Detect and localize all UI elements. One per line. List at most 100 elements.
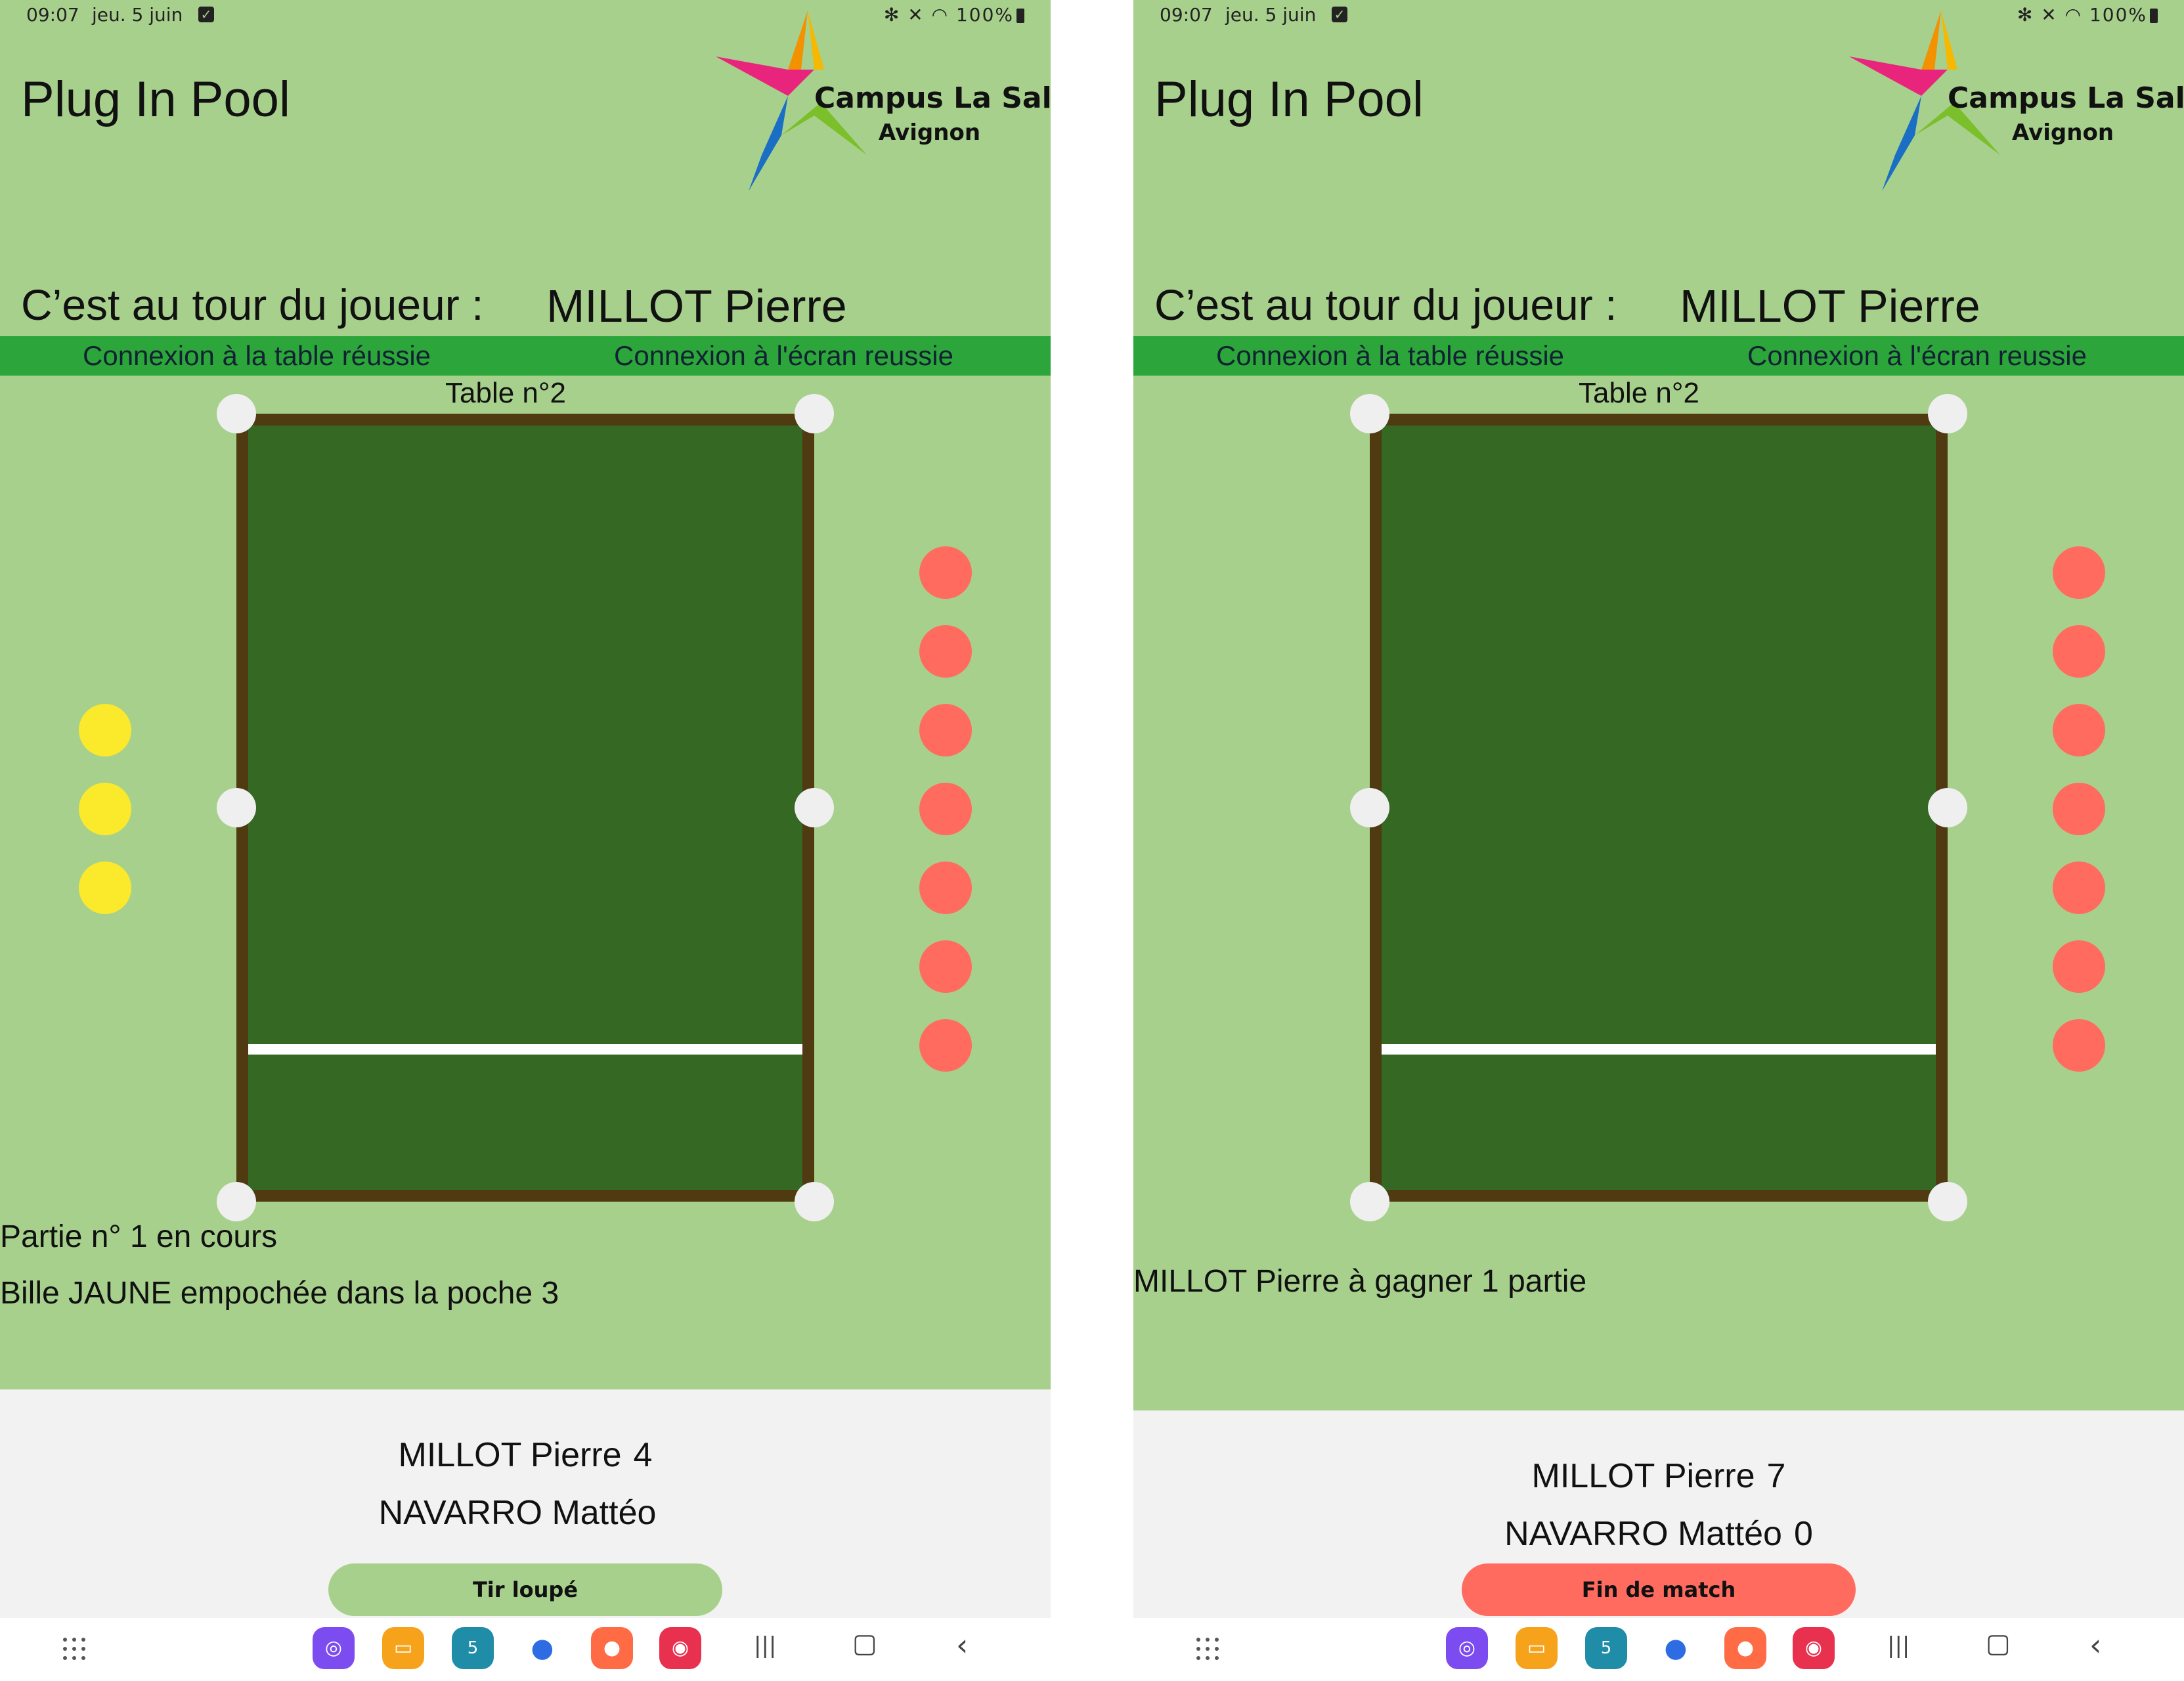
home-icon[interactable]: ▢ [1986, 1628, 2011, 1659]
recents-icon[interactable]: ||| [754, 1632, 777, 1659]
logo-line2: Avignon [2012, 120, 2114, 146]
pocket-3-icon [1350, 788, 1389, 827]
connection-status-bar: Connexion à la table réussie Connexion à… [0, 336, 1051, 376]
messages-icon[interactable]: ● [521, 1627, 563, 1669]
logo-line1: Campus La Salle [1948, 81, 2184, 115]
pocket-5-icon [217, 1182, 256, 1221]
camera-icon[interactable]: ◉ [1793, 1627, 1835, 1669]
pocket-6-icon [795, 1182, 834, 1221]
tablet-screen-left: 09:07 jeu. 5 juin ✓ ✻ ✕ ◠ 100% Plug In P… [0, 0, 1051, 1681]
android-nav-bar: ◎ ▭ 5 ● ● ◉ ||| ▢ ‹ [0, 1618, 1051, 1681]
red-ball-icon [919, 940, 972, 993]
battery-level: 100% [2089, 4, 2147, 26]
player-1-name: MILLOT Pierre [398, 1436, 622, 1474]
turn-label: C’est au tour du joueur : [1154, 280, 1617, 329]
player-1-score-row: MILLOT Pierre 7 [1133, 1456, 2184, 1496]
table-number: Table n°2 [0, 377, 1051, 410]
red-ball-icon [919, 783, 972, 835]
head-string-line [248, 1044, 802, 1055]
red-ball-icon [919, 862, 972, 914]
head-string-line [1382, 1044, 1936, 1055]
red-ball-icon [919, 625, 972, 678]
status-icons: ✻ ✕ ◠ 100% [2017, 4, 2158, 26]
table-felt [1382, 426, 1936, 1190]
yellow-ball-icon [79, 783, 131, 835]
internet-icon[interactable]: ◎ [313, 1627, 355, 1669]
screen-connection-status: Connexion à l'écran reussie [614, 340, 953, 371]
pocket-5-icon [1350, 1182, 1389, 1221]
pocket-2-icon [795, 394, 834, 433]
game-result-message: MILLOT Pierre à gagner 1 partie [1133, 1264, 1587, 1299]
yellow-ball-icon [79, 704, 131, 756]
files-icon[interactable]: ▭ [1516, 1627, 1558, 1669]
red-ball-icon [2053, 704, 2105, 756]
red-ball-icon [919, 1019, 972, 1072]
pool-table [217, 394, 834, 1221]
internet-icon[interactable]: ◎ [1446, 1627, 1488, 1669]
app-drawer-icon[interactable] [63, 1638, 87, 1661]
current-player: MILLOT Pierre [546, 280, 847, 332]
recents-icon[interactable]: ||| [1887, 1632, 1910, 1659]
table-number-text: Table n°2 [1579, 377, 1699, 409]
player-2-score-row: NAVARRO Mattéo 0 [1133, 1514, 2184, 1554]
battery-icon [2150, 9, 2158, 23]
end-match-button[interactable]: Fin de match [1462, 1563, 1856, 1616]
pool-table [1350, 394, 1967, 1221]
connection-status-bar: Connexion à la table réussie Connexion à… [1133, 336, 2184, 376]
tablet-screen-right: 09:07 jeu. 5 juin ✓ ✻ ✕ ◠ 100% Plug In P… [1133, 0, 2184, 1681]
battery-icon [1016, 9, 1024, 23]
status-bar: 09:07 jeu. 5 juin ✓ ✻ ✕ ◠ 100% [0, 0, 1051, 32]
pocket-3-icon [217, 788, 256, 827]
home-icon[interactable]: ▢ [852, 1628, 877, 1659]
turn-label: C’est au tour du joueur : [21, 280, 484, 329]
player-2-name: NAVARRO Mattéo [378, 1494, 657, 1532]
red-ball-icon [2053, 625, 2105, 678]
logo-line1: Campus La Salle [814, 81, 1051, 115]
game-status-message: Partie n° 1 en cours [0, 1219, 278, 1254]
back-icon[interactable]: ‹ [2089, 1627, 2102, 1663]
score-panel: MILLOT Pierre 7 NAVARRO Mattéo 0 Fin de ma… [1133, 1410, 2184, 1618]
notification-check-icon: ✓ [198, 7, 214, 22]
campus-logo: Campus La Salle Avignon [716, 4, 1051, 194]
player-1-score: 4 [633, 1436, 653, 1474]
app-drawer-icon[interactable] [1196, 1638, 1220, 1661]
table-connection-status: Connexion à la table réussie [1216, 340, 1565, 371]
calendar-icon[interactable]: 5 [452, 1627, 494, 1669]
status-time: 09:07 [26, 4, 79, 26]
contacts-icon[interactable]: ● [1724, 1627, 1766, 1669]
score-panel: MILLOT Pierre 4 NAVARRO Mattéo Tir loupé [0, 1389, 1051, 1618]
missed-shot-button[interactable]: Tir loupé [328, 1563, 722, 1616]
status-bar: 09:07 jeu. 5 juin ✓ ✻ ✕ ◠ 100% [1133, 0, 2184, 32]
red-ball-icon [2053, 1019, 2105, 1072]
status-date: jeu. 5 juin [92, 4, 183, 26]
pocket-6-icon [1928, 1182, 1967, 1221]
table-number: Table n°2 [1133, 377, 2184, 410]
pocket-1-icon [1350, 394, 1389, 433]
table-felt [248, 426, 802, 1190]
red-ball-icon [919, 546, 972, 599]
star-logo-icon [716, 11, 893, 191]
android-nav-bar: ◎ ▭ 5 ● ● ◉ ||| ▢ ‹ [1133, 1618, 2184, 1681]
back-icon[interactable]: ‹ [956, 1627, 969, 1663]
current-player: MILLOT Pierre [1680, 280, 1980, 332]
screen-connection-status: Connexion à l'écran reussie [1747, 340, 2087, 371]
player-1-score: 7 [1766, 1457, 1786, 1495]
app-title: Plug In Pool [1154, 72, 1424, 127]
last-shot-message: Bille JAUNE empochée dans la poche 3 [0, 1276, 559, 1311]
system-icons: ✻ ✕ ◠ [2017, 4, 2083, 26]
notification-check-icon: ✓ [1332, 7, 1347, 22]
files-icon[interactable]: ▭ [382, 1627, 424, 1669]
player-2-score: 0 [1793, 1515, 1813, 1553]
messages-icon[interactable]: ● [1655, 1627, 1697, 1669]
battery-level: 100% [955, 4, 1014, 26]
red-ball-icon [919, 704, 972, 756]
camera-icon[interactable]: ◉ [659, 1627, 701, 1669]
contacts-icon[interactable]: ● [591, 1627, 633, 1669]
star-logo-icon [1849, 11, 2026, 191]
pocket-4-icon [795, 788, 834, 827]
player-2-score-row: NAVARRO Mattéo [0, 1493, 1043, 1533]
red-ball-icon [2053, 940, 2105, 993]
logo-line2: Avignon [879, 120, 981, 146]
player-1-name: MILLOT Pierre [1531, 1457, 1755, 1495]
calendar-icon[interactable]: 5 [1585, 1627, 1627, 1669]
